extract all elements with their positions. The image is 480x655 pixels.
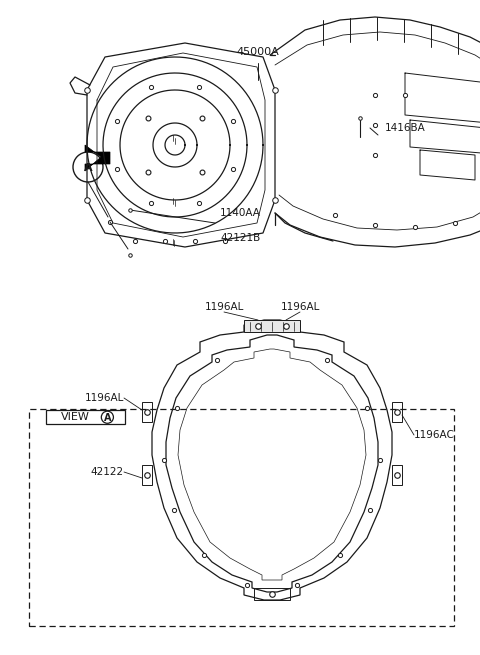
Text: 1196AL: 1196AL	[84, 393, 124, 403]
Polygon shape	[244, 320, 300, 332]
Text: VIEW: VIEW	[61, 412, 90, 422]
Text: 42122: 42122	[91, 467, 124, 477]
Bar	[29, 409, 454, 626]
Text: 42121B: 42121B	[220, 233, 260, 243]
Bar	[46, 410, 125, 424]
Text: 1416BA: 1416BA	[385, 123, 426, 133]
Polygon shape	[85, 145, 110, 171]
Text: 1140AA: 1140AA	[220, 208, 261, 218]
Text: 1196AL: 1196AL	[280, 302, 320, 312]
Text: A: A	[84, 163, 92, 173]
Text: 1196AL: 1196AL	[204, 302, 244, 312]
Text: 1196AC: 1196AC	[414, 430, 455, 440]
Text: A: A	[104, 413, 111, 423]
Text: 45000A: 45000A	[237, 47, 279, 57]
